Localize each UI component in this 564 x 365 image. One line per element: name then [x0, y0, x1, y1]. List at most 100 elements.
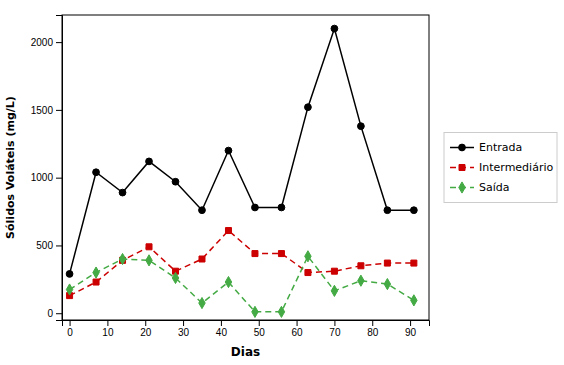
tick-mark — [410, 320, 411, 326]
tick-mark — [107, 320, 108, 326]
point — [384, 260, 390, 266]
tick-mark — [221, 320, 222, 326]
point — [225, 276, 231, 287]
point — [384, 207, 391, 214]
point — [252, 306, 258, 317]
legend-box — [444, 133, 557, 203]
point — [146, 158, 153, 165]
chart: 0 10 20 30 40 50 60 70 80 90 0 500 1000 1500 2000 Dias S… — [0, 0, 564, 365]
point — [252, 251, 258, 257]
marks — [66, 25, 417, 317]
point — [146, 255, 152, 266]
tick-label: 70 — [329, 327, 341, 338]
legend-label: Saída — [479, 181, 510, 194]
tick-label: 30 — [178, 327, 190, 338]
tick-label: 90 — [405, 327, 417, 338]
line — [70, 231, 414, 296]
line — [70, 256, 414, 312]
tick-label: 1500 — [31, 105, 54, 116]
tick: 40 — [216, 320, 228, 338]
point — [146, 244, 152, 250]
tick: 0 — [47, 308, 62, 319]
tick-mark — [334, 320, 335, 326]
tick: 80 — [367, 320, 379, 338]
point — [225, 228, 231, 234]
point — [411, 295, 417, 306]
tick: 70 — [329, 320, 341, 338]
tick-mark — [56, 313, 62, 314]
point — [225, 147, 232, 154]
point — [66, 271, 73, 278]
point — [172, 178, 179, 185]
point — [305, 251, 311, 262]
legend-label: Entrada — [479, 141, 522, 154]
tick-mark — [183, 320, 184, 326]
tick-label: 60 — [292, 327, 304, 338]
point — [411, 260, 417, 266]
point — [66, 284, 72, 295]
tick-label: 80 — [367, 327, 379, 338]
tick-mark — [297, 320, 298, 326]
tick-label: 50 — [254, 327, 266, 338]
tick-mark — [70, 320, 71, 326]
x-axis-title: Dias — [231, 345, 260, 359]
point — [172, 272, 178, 283]
tick-label: 500 — [36, 240, 53, 251]
tick-mark — [56, 42, 62, 43]
legend-marker — [459, 182, 465, 193]
tick-mark — [56, 245, 62, 246]
y-axis: 0 500 1000 1500 2000 — [31, 16, 63, 321]
tick-mark — [145, 320, 146, 326]
point — [278, 251, 284, 257]
point — [305, 104, 312, 111]
point — [358, 275, 364, 286]
line — [70, 29, 414, 274]
point — [358, 123, 365, 130]
tick: 1000 — [31, 172, 62, 183]
plot: 0 10 20 30 40 50 60 70 80 90 0 500 1000 1500 2000 Dias S… — [4, 15, 430, 359]
x-axis: 0 10 20 30 40 50 60 70 80 90 — [63, 320, 430, 338]
tick-label: 1000 — [31, 172, 54, 183]
tick-label: 2000 — [31, 37, 54, 48]
point — [93, 267, 99, 278]
legend-label: Intermediário — [479, 161, 553, 174]
tick: 2000 — [31, 37, 62, 48]
point — [410, 207, 417, 214]
tick: 50 — [254, 320, 266, 338]
point — [199, 256, 205, 262]
point — [93, 279, 99, 285]
tick: 90 — [405, 320, 417, 338]
tick: 30 — [178, 320, 190, 338]
tick: 10 — [102, 320, 114, 338]
tick: 60 — [292, 320, 304, 338]
tick-mark — [56, 110, 62, 111]
legend: Entrada Intermediário Saída — [444, 133, 557, 203]
tick-label: 10 — [102, 327, 114, 338]
y-axis-line — [56, 16, 63, 321]
point — [384, 278, 390, 289]
tick-label: 20 — [140, 327, 152, 338]
x-axis-line — [63, 321, 430, 327]
tick-label: 0 — [47, 308, 53, 319]
tick: 500 — [36, 240, 62, 251]
tick-mark — [56, 178, 62, 179]
plot-frame — [62, 15, 429, 320]
tick-mark — [259, 320, 260, 326]
point — [331, 285, 337, 296]
tick: 20 — [140, 320, 152, 338]
point — [305, 270, 311, 276]
point — [252, 204, 259, 211]
tick-label: 40 — [216, 327, 228, 338]
point — [331, 268, 337, 274]
tick: 1500 — [31, 105, 62, 116]
tick-mark — [372, 320, 373, 326]
y-axis-title: Sólidos Voláteis (mg/L) — [4, 96, 17, 239]
tick-label: 0 — [67, 327, 73, 338]
point — [119, 253, 125, 264]
point — [199, 297, 205, 308]
point — [93, 169, 100, 176]
point — [331, 25, 338, 32]
point — [199, 207, 206, 214]
point — [119, 189, 126, 196]
point — [278, 306, 284, 317]
